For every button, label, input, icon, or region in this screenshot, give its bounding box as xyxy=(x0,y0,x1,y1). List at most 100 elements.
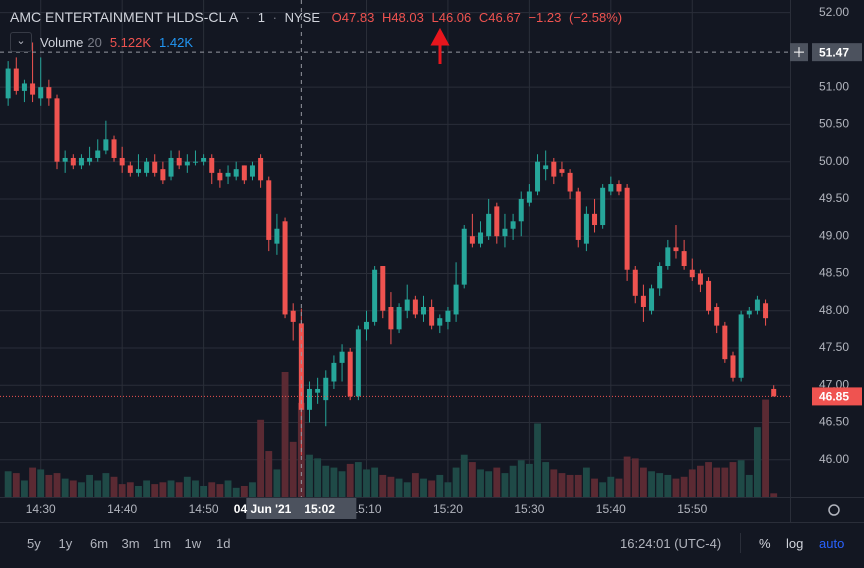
candle-body xyxy=(453,284,459,315)
volume-bar xyxy=(12,473,20,497)
volume-bar xyxy=(721,467,729,497)
volume-bar xyxy=(493,467,501,497)
range-button[interactable]: 3m xyxy=(121,536,140,551)
y-tick-label: 47.50 xyxy=(819,340,849,354)
range-button[interactable]: 5y xyxy=(27,536,41,551)
x-tick-label: 15:40 xyxy=(596,502,626,516)
annotation-arrow xyxy=(430,27,450,64)
crosshair-date-label: 04 Jun '21 xyxy=(234,502,292,516)
y-tick-label: 46.50 xyxy=(819,415,849,429)
candle-body xyxy=(388,306,394,330)
candle-body xyxy=(339,351,345,363)
volume-bar xyxy=(509,465,517,497)
y-tick-label: 49.00 xyxy=(819,228,849,242)
candle-body xyxy=(649,288,655,311)
volume-value: 5.122K xyxy=(109,34,152,50)
volume-bar xyxy=(566,474,574,497)
symbol: AMC ENTERTAINMENT HLDS-CL A xyxy=(10,9,239,25)
crosshair-price-box xyxy=(812,43,862,62)
percent-toggle[interactable]: % xyxy=(759,536,771,551)
volume-bar xyxy=(273,469,281,497)
candle-body xyxy=(754,299,760,311)
candle-body xyxy=(233,169,239,177)
candle-body xyxy=(192,161,198,163)
candle-body xyxy=(184,161,190,166)
volume-bar xyxy=(289,441,297,497)
candle-body xyxy=(689,269,695,278)
volume-bar xyxy=(94,480,102,497)
candle-body xyxy=(176,157,182,166)
y-tick-label: 46.00 xyxy=(819,452,849,466)
range-button[interactable]: 6m xyxy=(90,536,109,551)
collapse-button[interactable]: ⌄ xyxy=(10,32,32,52)
candle-body xyxy=(421,306,427,315)
candle-body xyxy=(518,198,524,222)
candle-body xyxy=(225,172,231,177)
y-tick-label: 50.00 xyxy=(819,154,849,168)
close-value: 46.67 xyxy=(488,10,521,25)
candle-body xyxy=(640,295,646,307)
candle-body xyxy=(46,87,52,99)
candle-body xyxy=(5,68,11,99)
volume-bar xyxy=(338,471,346,497)
range-button[interactable]: 1y xyxy=(58,536,73,551)
volume-bar xyxy=(151,484,159,497)
volume-bar xyxy=(664,474,672,497)
candle-body xyxy=(13,68,19,91)
volume-bar xyxy=(29,467,36,497)
clock: 16:24:01 (UTC-4) xyxy=(620,536,722,551)
volume-bar xyxy=(45,474,53,497)
candle-body xyxy=(160,169,166,181)
y-tick-label: 48.50 xyxy=(819,266,849,280)
candle-body xyxy=(217,172,223,181)
candle-body xyxy=(347,351,353,397)
candle-body xyxy=(583,213,589,244)
candle-body xyxy=(111,139,117,158)
interval: 1 xyxy=(257,10,266,25)
candle-body xyxy=(372,269,378,322)
candle-body xyxy=(70,157,76,166)
candle-body xyxy=(315,388,321,393)
volume-bar xyxy=(672,478,680,497)
candle-body xyxy=(526,191,532,203)
candle-body xyxy=(535,161,541,192)
y-tick-label: 48.00 xyxy=(819,303,849,317)
candle-body xyxy=(478,232,484,244)
open-value: 47.83 xyxy=(341,10,375,25)
log-toggle[interactable]: log xyxy=(786,536,804,551)
candle-body xyxy=(87,157,93,162)
settings-icon[interactable] xyxy=(828,504,840,516)
range-button[interactable]: 1m xyxy=(153,536,172,551)
low-label: L xyxy=(431,10,439,25)
y-tick-label: 52.00 xyxy=(819,5,849,19)
volume-length: 20 xyxy=(87,34,102,50)
volume-bar xyxy=(86,474,94,497)
volume-bar xyxy=(240,485,248,497)
auto-toggle[interactable]: auto xyxy=(819,536,845,551)
volume-bar xyxy=(582,467,590,497)
volume-bar xyxy=(745,474,753,497)
volume-bar xyxy=(200,485,208,497)
volume-bar xyxy=(623,456,631,497)
change-percent: (−2.58%) xyxy=(569,10,623,25)
range-button[interactable]: 1d xyxy=(216,536,231,551)
candle-body xyxy=(290,310,296,322)
candle-body xyxy=(608,184,614,192)
candle-body xyxy=(152,161,158,173)
range-button[interactable]: 1w xyxy=(184,536,202,551)
candle-body xyxy=(494,206,500,237)
y-tick-label: 49.50 xyxy=(819,191,849,205)
volume-bar xyxy=(656,473,664,497)
volume-bar xyxy=(143,480,151,497)
volume-bar xyxy=(135,485,142,497)
candle-body xyxy=(127,165,133,173)
low-value: 46.06 xyxy=(438,10,472,25)
exchange: NYSE xyxy=(284,10,321,25)
open-label: O xyxy=(331,10,342,25)
volume-bar xyxy=(306,454,313,497)
volume-bar xyxy=(224,480,232,497)
volume-bar xyxy=(770,493,778,497)
volume-bar xyxy=(696,465,704,497)
price-axis-bg xyxy=(790,0,864,497)
